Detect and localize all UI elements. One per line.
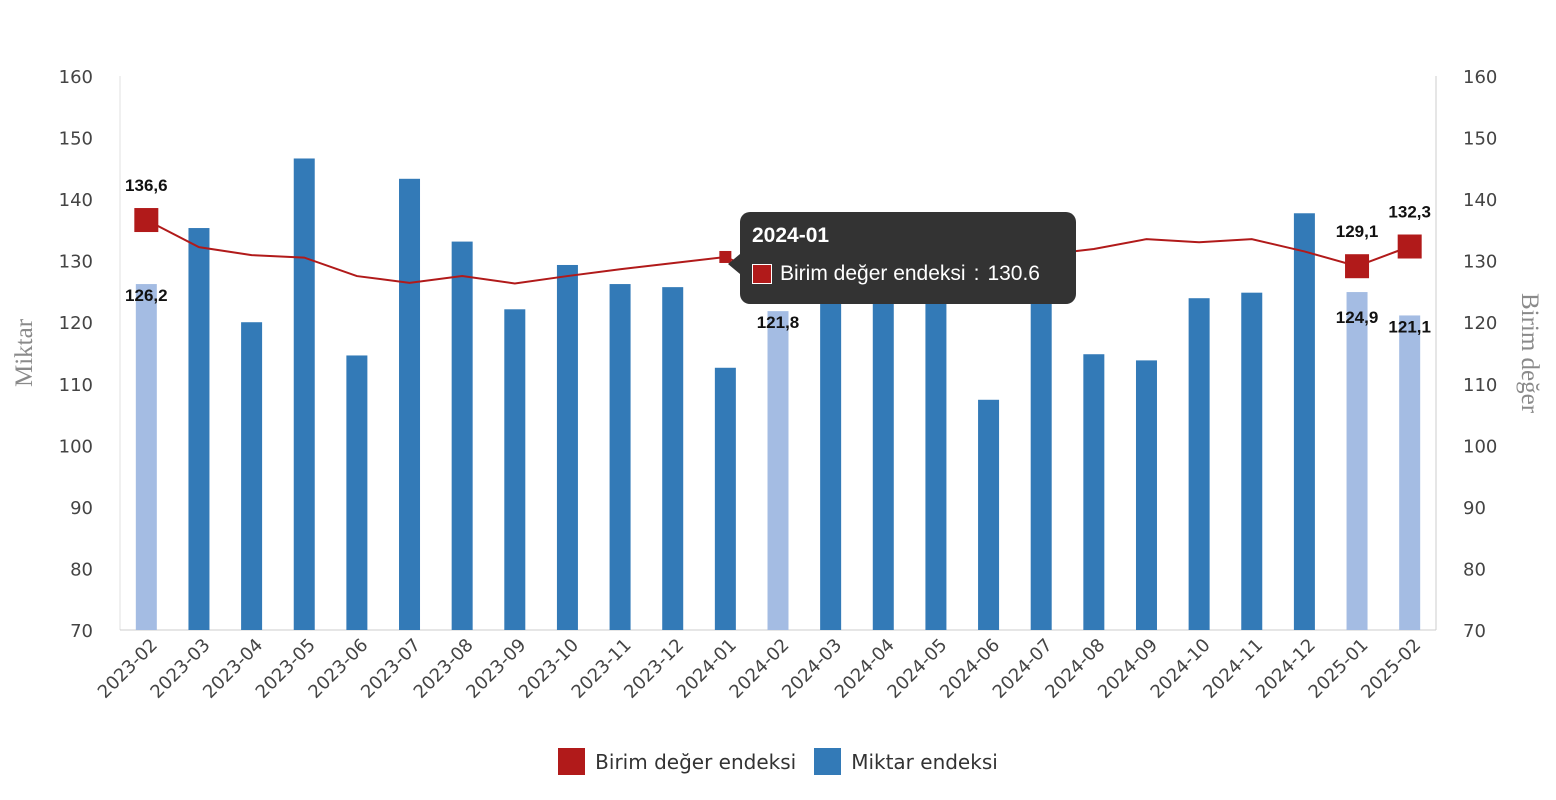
tooltip-separator: : [973,262,980,285]
line-data-label: 132,3 [1388,203,1431,222]
bar [293,158,315,631]
chart-tooltip: 2024-01 Birim değer endeksi: 130.6 [728,212,1076,304]
bar [1030,279,1052,630]
left-axis-title: Miktar [11,318,38,387]
bar-series [135,158,1421,631]
right-tick-label: 140 [1463,190,1497,211]
bar [451,241,473,630]
right-tick-label: 100 [1463,436,1497,457]
bar [925,264,947,630]
bar-data-label: 124,9 [1336,308,1379,327]
line-data-label: 129,1 [1336,222,1379,241]
line-point [1345,254,1370,279]
left-tick-label: 130 [59,252,93,273]
bar [241,322,263,630]
left-tick-label: 120 [59,313,93,334]
legend-label-miktar: Miktar endeksi [851,749,998,774]
legend-swatch-miktar [814,748,842,775]
bar [556,264,578,630]
right-tick-label: 90 [1463,498,1486,519]
bar [820,279,842,630]
legend-label-birim-deger: Birim değer endeksi [595,749,797,774]
right-tick-label: 150 [1463,129,1497,150]
tooltip-title: 2024-01 [752,224,830,247]
bar [135,284,157,630]
bar [188,228,210,630]
left-tick-label: 100 [59,436,93,457]
x-axis: 2023-022023-032023-042023-052023-062023-… [94,635,1425,703]
right-y-axis: 70 80 90 100 110 120 130 140 150 160 [1463,67,1497,642]
right-tick-label: 160 [1463,67,1497,88]
left-tick-label: 150 [59,129,93,150]
bar [872,295,894,630]
left-tick-label: 110 [59,375,93,396]
left-y-axis: 70 80 90 100 110 120 130 140 150 160 [59,67,93,642]
bar [662,287,684,630]
line-data-label: 136,6 [125,176,168,195]
bar-data-label: 121,8 [757,313,800,332]
bar [714,367,736,630]
right-axis-title: Birim değer [1516,293,1543,414]
bar [1293,213,1315,630]
legend-item-birim-deger[interactable]: Birim değer endeksi [558,748,796,775]
bar [1083,354,1105,630]
bar-data-label: 121,1 [1388,317,1431,336]
bar [767,311,789,630]
tooltip-value: 130.6 [987,262,1040,285]
bar [399,178,421,630]
bar [1399,315,1421,630]
right-tick-label: 70 [1463,621,1486,642]
left-tick-label: 140 [59,190,93,211]
line-point [1397,234,1422,259]
line-point [134,208,159,233]
bar [1188,298,1210,630]
bar [609,284,631,630]
bar [1241,292,1263,630]
right-tick-label: 80 [1463,559,1486,580]
bar-data-label: 126,2 [125,286,168,305]
left-tick-label: 70 [70,621,93,642]
legend: Birim değer endeksi Miktar endeksi [0,748,1556,775]
left-tick-label: 80 [70,559,93,580]
tooltip-row: Birim değer endeksi: 130.6 [752,262,1064,286]
tooltip-swatch [752,264,772,284]
legend-item-miktar[interactable]: Miktar endeksi [814,748,998,775]
data-labels: 126,2 121,8 124,9 121,1 136,6 129,1 132,3 [125,176,1431,336]
bar [978,399,1000,630]
left-tick-label: 90 [70,498,93,519]
tooltip-series-name: Birim değer endeksi [780,262,966,285]
right-tick-label: 120 [1463,313,1497,334]
bar [346,355,368,630]
legend-swatch-birim-deger [558,748,586,775]
bar [504,309,526,630]
right-tick-label: 110 [1463,375,1497,396]
bar [1346,292,1368,630]
bar [1135,360,1157,630]
left-tick-label: 160 [59,67,93,88]
right-tick-label: 130 [1463,252,1497,273]
